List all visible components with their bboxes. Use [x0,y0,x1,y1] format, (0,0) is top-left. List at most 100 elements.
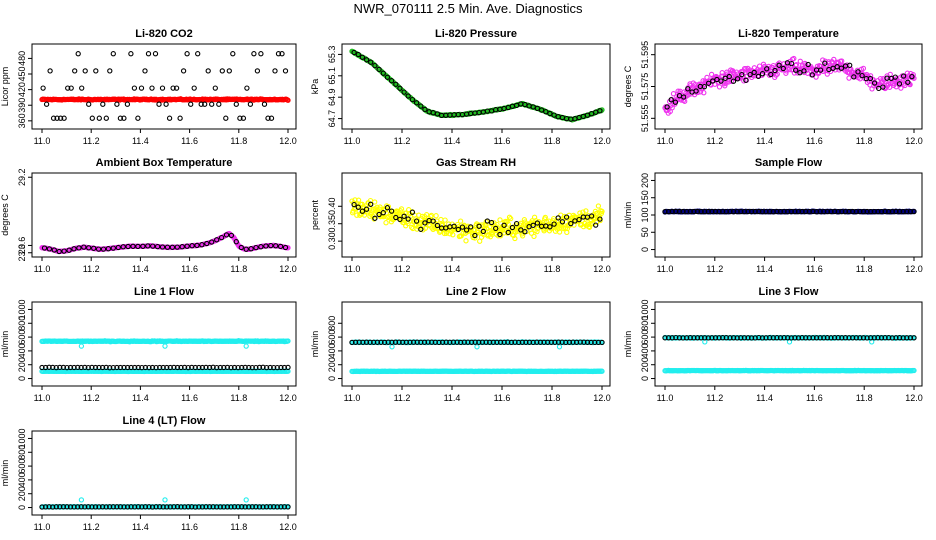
data-point [718,78,724,84]
data-point [39,504,45,510]
data-point [239,504,245,510]
data-point [174,244,180,250]
data-point [716,84,723,90]
data-point [490,339,496,345]
data-point [76,245,82,251]
data-point [374,339,381,345]
x-tick-label: 11.4 [132,393,149,403]
data-point [224,364,231,371]
y-tick-label: 1000 [17,299,27,319]
data-point [756,334,762,341]
data-point [681,94,687,100]
x-tick-label: 11.4 [756,393,773,403]
y-tick-label: 51.555 [640,105,650,133]
plot-frame [654,172,923,258]
data-point [878,335,885,341]
data-point [418,226,424,232]
data-point [107,504,113,510]
data-point [413,218,420,224]
data-point [231,504,238,510]
data-point [487,339,493,345]
data-point [202,101,208,107]
data-point [96,364,102,371]
panel-sample-flow: Sample Flow ml/min 11.0 11.2 11.4 11.6 11.8 12.… [623,157,923,274]
data-point [792,335,798,341]
data-point [196,364,202,371]
data-point [504,218,510,225]
data-point [397,216,403,223]
data-point [698,208,704,215]
data-point [263,243,269,249]
data-point [154,243,161,250]
data-point [258,244,264,250]
data-point [110,504,116,510]
data-point [911,335,917,341]
data-point [43,101,50,107]
panel-title: Line 4 (LT) Flow [123,415,206,427]
data-point [178,504,184,510]
data-point [71,364,77,371]
data-point [93,68,99,74]
data-point [691,208,697,215]
data-point [767,208,773,215]
data-point [231,364,238,371]
data-point [909,73,915,80]
x-tick-label: 11.6 [181,136,198,146]
data-point [501,339,507,345]
data-point [237,115,243,121]
data-point [392,339,399,345]
data-point [792,208,798,215]
data-point [124,101,131,107]
data-point [429,339,435,345]
x-tick-label: 11.4 [756,264,773,274]
data-point [210,364,216,370]
data-point [206,504,213,510]
data-point [380,210,386,216]
data-point [828,208,834,215]
data-point [905,79,911,85]
data-point [400,339,406,345]
data-point [249,364,255,371]
data-point [882,208,888,215]
data-point [189,504,195,510]
y-axis-label: percent [310,199,320,230]
data-point [389,344,395,350]
data-point [755,73,762,80]
data-point [817,67,824,73]
data-point [181,364,188,371]
data-point [599,368,605,374]
data-point [57,115,64,121]
data-point [82,364,88,371]
data-point [65,85,71,91]
y-tick-label: 420 [17,82,27,97]
data-point [439,339,446,345]
data-point [242,364,248,371]
panel-title: Li-820 CO2 [135,28,192,40]
data-point [741,208,748,215]
data-point [128,51,134,57]
data-point [599,208,605,215]
data-point [850,335,856,341]
x-tick-label: 12.0 [279,393,297,403]
y-axis-label: ml/min [623,202,633,229]
x-tick-label: 11.4 [756,136,773,146]
data-point [72,68,78,74]
y-tick-label: 390 [17,98,27,113]
data-point [279,51,285,57]
y-axis-label: ml/min [310,331,320,358]
data-point [248,246,254,252]
data-point [828,335,834,341]
data-point [747,71,753,78]
plot-frame [341,172,611,258]
data-point [363,339,370,345]
data-point [66,247,72,253]
data-point [177,115,183,121]
data-point [99,364,106,371]
data-point [146,504,152,510]
data-point [164,504,170,510]
x-tick-label: 12.0 [905,264,923,274]
data-point [156,101,162,107]
y-tick-label: 1000 [17,428,27,448]
data-point [380,70,386,76]
data-point [588,213,595,219]
